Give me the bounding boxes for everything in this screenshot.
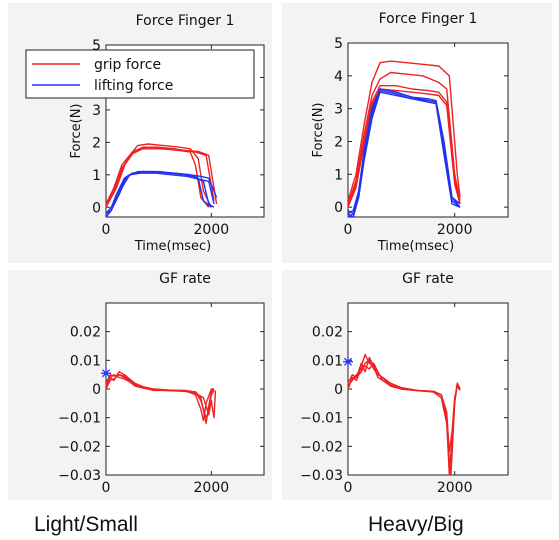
y-tick-label: 0	[334, 382, 343, 398]
x-tick-label: 0	[102, 222, 111, 238]
x-tick-label: 0	[344, 222, 353, 238]
y-tick-label: −0.01	[58, 411, 101, 427]
y-tick-label: 0	[92, 200, 101, 216]
x-tick-label: 2000	[437, 480, 473, 496]
y-tick-label: 3	[334, 102, 343, 118]
y-axis-label: Force(N)	[69, 103, 84, 158]
y-tick-label: −0.02	[58, 439, 101, 455]
y-tick-label: −0.02	[300, 439, 343, 455]
y-tick-label: −0.01	[300, 411, 343, 427]
y-tick-label: 4	[334, 69, 343, 85]
series-line-lifting-force	[105, 172, 215, 215]
chart-gf-rate-heavy: GF rate −0.03 −0.02 −0.01 0 0.01 0.02 0 2000	[300, 271, 509, 496]
y-tick-label: 0	[92, 382, 101, 398]
y-tick-label: 5	[334, 36, 343, 52]
asterisk-marker	[101, 368, 111, 379]
x-tick-label: 0	[344, 480, 353, 496]
y-tick-label: 2	[334, 134, 343, 150]
x-axis-label: Time(msec)	[134, 239, 212, 254]
series-line-grip-force	[105, 146, 215, 205]
series-line-lifting-force	[347, 88, 461, 215]
y-tick-label: −0.03	[300, 468, 343, 484]
x-tick-label: 0	[102, 480, 111, 496]
y-tick-label: 0.02	[70, 325, 101, 341]
y-tick-label: 1	[92, 168, 101, 184]
y-tick-label: 0.01	[312, 353, 343, 369]
x-tick-label: 2000	[194, 480, 230, 496]
y-tick-label: 1	[334, 167, 343, 183]
y-tick-label: 0	[334, 200, 343, 216]
y-tick-label: −0.03	[58, 468, 101, 484]
asterisk-marker	[343, 356, 353, 367]
chart-gf-rate-light: GF rate −0.03 −0.02 −0.01 0 0.01 0.02 0 2000	[58, 271, 265, 496]
caption-light-small: Light/Small	[34, 513, 138, 536]
plot-frame	[105, 302, 265, 476]
series-line-grip-force	[105, 374, 217, 419]
series-line-grip-force	[347, 71, 461, 205]
legend: grip force lifting force	[25, 49, 255, 99]
x-tick-label: 2000	[437, 222, 473, 238]
legend-label-grip: grip force	[94, 57, 161, 73]
series-line-grip-force	[347, 88, 461, 208]
y-tick-label: 5	[92, 38, 101, 54]
chart-title: Force Finger 1	[136, 13, 235, 29]
chart-title: GF rate	[402, 271, 454, 287]
y-axis-label: Force(N)	[311, 102, 326, 157]
plot-frame	[347, 302, 509, 476]
series-line-grip-force	[347, 60, 461, 201]
series-line-grip-force	[347, 356, 461, 476]
legend-box	[25, 49, 255, 99]
y-tick-label: 0.02	[312, 325, 343, 341]
caption-heavy-big: Heavy/Big	[368, 513, 464, 536]
y-tick-label: 2	[92, 135, 101, 151]
legend-label-lift: lifting force	[94, 78, 173, 94]
chart-title: GF rate	[159, 271, 211, 287]
x-tick-label: 2000	[194, 222, 230, 238]
chart-title: Force Finger 1	[379, 11, 478, 27]
y-tick-label: 0.01	[70, 353, 101, 369]
series-line-lifting-force	[347, 91, 461, 218]
y-tick-label: 3	[92, 103, 101, 119]
x-axis-label: Time(msec)	[377, 239, 455, 254]
plot-frame	[347, 42, 509, 218]
